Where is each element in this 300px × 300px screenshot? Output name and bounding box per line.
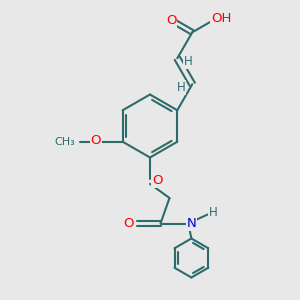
Text: H: H xyxy=(209,206,218,220)
Text: N: N xyxy=(187,217,196,230)
Text: H: H xyxy=(176,81,185,94)
Text: O: O xyxy=(166,14,176,27)
Text: O: O xyxy=(152,173,163,187)
Text: H: H xyxy=(184,56,193,68)
Text: O: O xyxy=(91,134,101,147)
Text: O: O xyxy=(123,217,134,230)
Text: CH₃: CH₃ xyxy=(54,137,75,147)
Text: OH: OH xyxy=(211,12,231,25)
